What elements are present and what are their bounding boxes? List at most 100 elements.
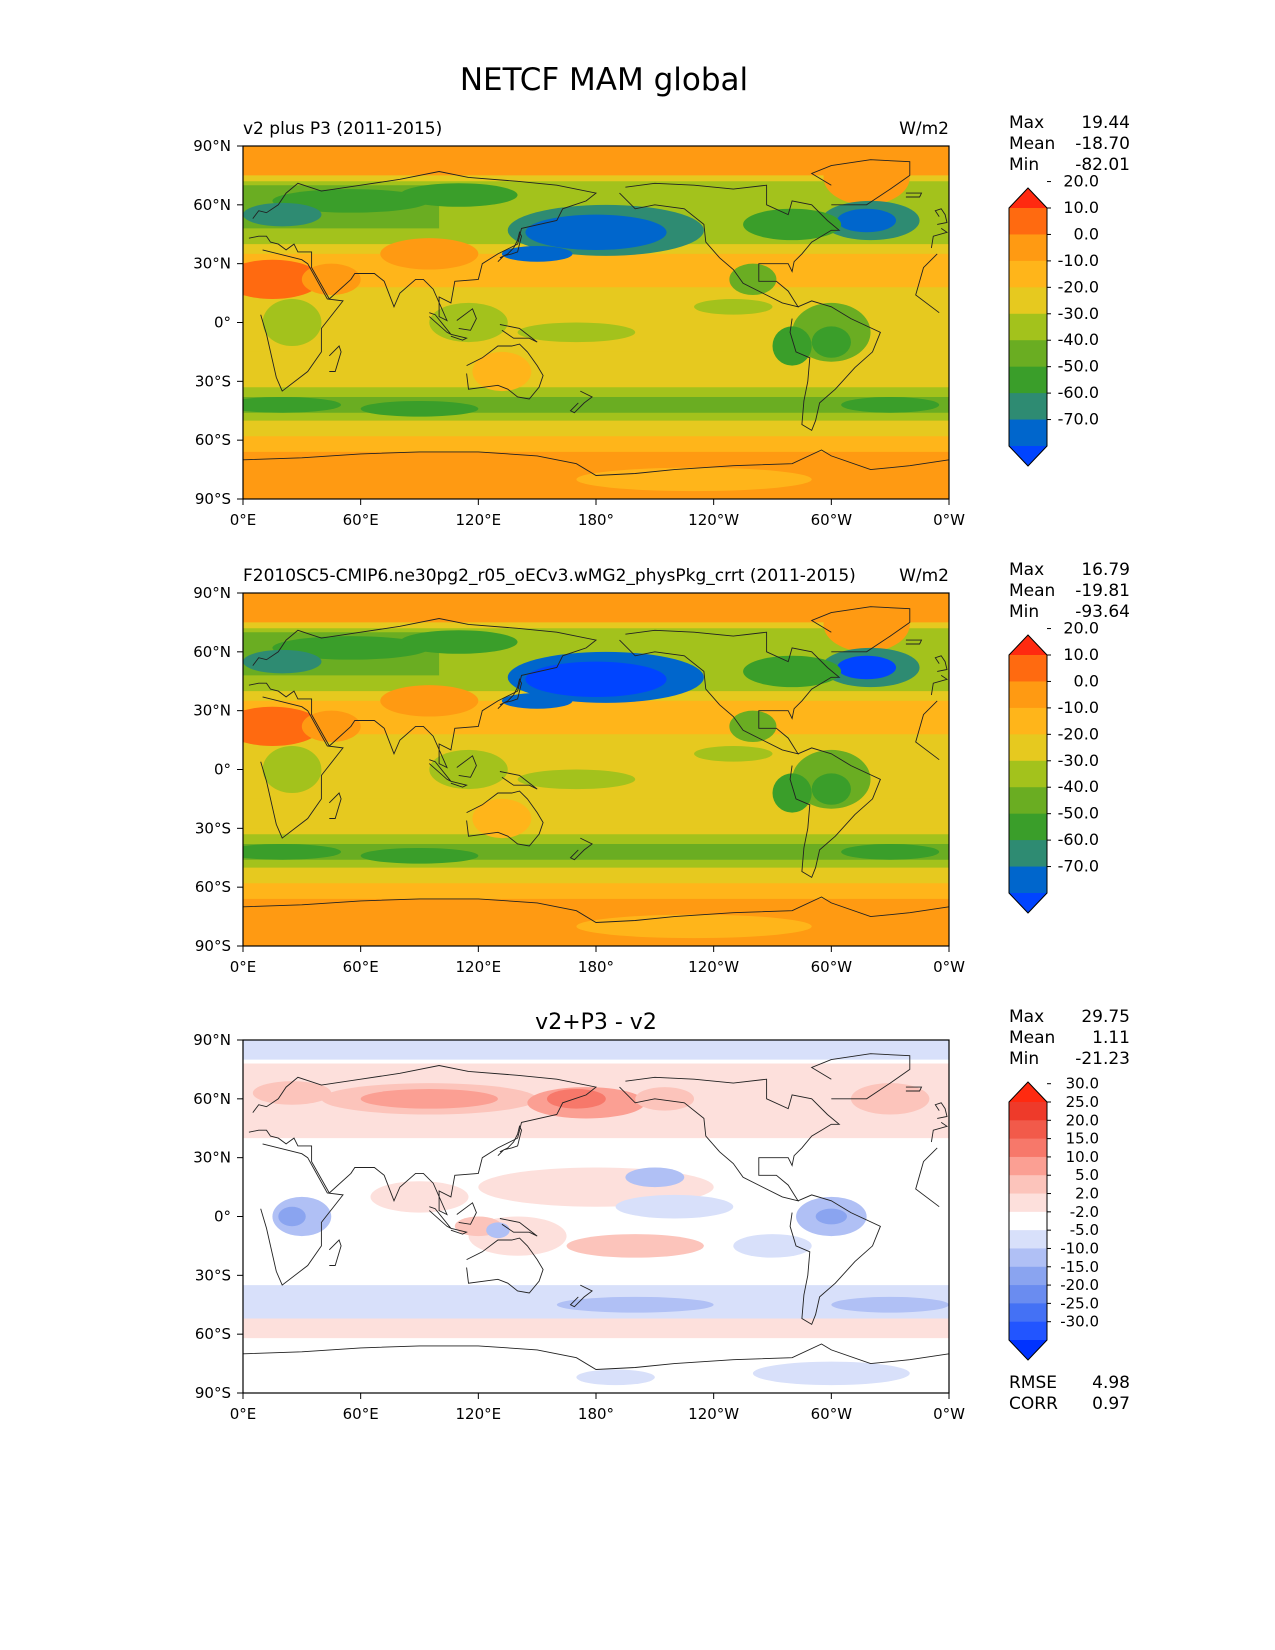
stat-value: -93.64 [1075,602,1130,622]
colorbar-segment [1009,1211,1047,1231]
x-tick-label: 60°E [343,958,379,976]
colorbar-extend-min [1009,893,1047,913]
coastline [810,606,911,653]
field-region [841,397,940,413]
field-region [546,1089,606,1109]
colorbar-tick-label: 0.0 [1074,671,1099,690]
sahara [243,706,322,746]
field-region [399,183,518,207]
field-region [694,298,773,315]
coastline [934,655,948,672]
coastlines [243,1053,949,1370]
field-region [576,914,812,939]
panel-reference: F2010SC5-CMIP6.ne30pg2_r05_oECv3.wMG2_ph… [193,560,1130,976]
colorbar-tick-label: -30.0 [1058,304,1099,323]
field-region [243,202,322,227]
coastline [497,1125,522,1157]
panel-units: W/m2 [899,119,949,139]
x-tick-label: 120°W [688,1405,739,1423]
field-region [486,1222,510,1239]
field-region [517,322,636,343]
colorbar-segment [1009,1120,1047,1140]
field-region [576,467,812,492]
sh-subtropics [243,351,949,382]
panel-center-title: v2+P3 - v2 [535,1010,657,1035]
sahara [243,259,322,299]
coastline [619,182,841,308]
colorbar-segment [1009,866,1047,894]
colorbar-segment [1009,1285,1047,1304]
coastline [328,1239,342,1266]
stat-label: Mean [1009,134,1055,154]
coastlines [243,159,949,476]
stat-label: Mean [1009,1028,1055,1048]
stat-label: Min [1009,155,1039,175]
coastline [450,780,468,788]
field-region [752,1361,910,1386]
field-region [360,400,479,417]
y-tick-label: 30°S [195,819,231,837]
arctic-band [243,146,949,176]
colorbar-tick-label: 30.0 [1066,1075,1099,1093]
colorbar-extend-min [1009,1340,1047,1360]
field-region [615,1194,734,1219]
colorbar-segment [1009,419,1047,447]
stat-label: Mean [1009,581,1055,601]
x-tick-label: 120°E [456,958,502,976]
greenland [823,149,910,205]
y-tick-label: 60°S [195,431,231,449]
field-region [743,655,842,688]
y-tick-label: 0° [214,314,231,332]
coastline [905,192,923,198]
footer-stat-value: 4.98 [1092,1373,1130,1393]
colorbar-tick-label: -20.0 [1058,724,1099,743]
colorbar-tick-label: -40.0 [1058,330,1099,349]
map-field [243,593,949,946]
colorbar-segment [1009,1266,1047,1286]
colorbar-tick-label: -5.0 [1070,1221,1099,1239]
colorbar-tick-label: 10.0 [1066,1148,1099,1166]
colorbar-segment [1009,1321,1047,1341]
colorbar-tick-label: 20.0 [1063,172,1099,191]
coastline [260,1143,344,1286]
coastline [429,759,452,782]
colorbar-tick-label: 10.0 [1063,198,1099,217]
stat-label: Min [1009,1049,1039,1069]
colorbar-tick-label: -25.0 [1060,1294,1099,1312]
coastline [243,896,949,923]
y-tick-label: 60°N [193,1090,231,1108]
field-region [370,1181,469,1213]
field-region [743,208,842,241]
x-tick-label: 180° [578,958,614,976]
field-region [635,1087,695,1111]
sh-subtropics [243,798,949,829]
field-region [694,745,773,762]
coastline [569,390,593,414]
colorbar-tick-label: 0.0 [1074,224,1099,243]
x-tick-label: 0°E [230,1405,257,1423]
x-tick-label: 60°W [811,511,853,529]
y-tick-label: 90°S [195,1384,231,1402]
y-tick-label: 30°N [193,1149,231,1167]
stat-value: 29.75 [1081,1007,1130,1027]
australia [472,351,532,392]
field-region [399,630,518,654]
coastline [915,253,940,314]
y-tick-label: 90°S [195,937,231,955]
footer-stat-label: CORR [1009,1394,1058,1414]
colorbar-tick-label: -50.0 [1058,804,1099,823]
colorbar-tick-label: -70.0 [1058,857,1099,876]
map-field [243,1040,949,1393]
coastline [328,345,342,372]
coastline [497,231,522,263]
stat-value: -82.01 [1075,155,1130,175]
colorbar: -70.0 -60.0 -50.0 -40.0 -30.0 -20.0 -10.0 0.0 10… [1008,172,1099,467]
field-region [811,773,851,805]
y-tick-label: 90°N [193,137,231,155]
x-tick-label: 0°W [933,511,965,529]
colorbar-tick-label: -30.0 [1058,751,1099,770]
stat-label: Max [1009,1007,1044,1027]
coastline [789,747,881,879]
colorbar-extend-max [1009,635,1047,655]
colorbar-tick-label: -10.0 [1060,1239,1099,1257]
